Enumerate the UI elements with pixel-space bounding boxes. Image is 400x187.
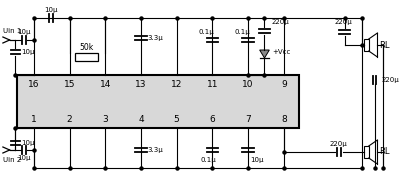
- Text: 6: 6: [210, 114, 215, 123]
- Text: 13: 13: [135, 79, 147, 88]
- Text: 2: 2: [67, 114, 72, 123]
- Text: Uin 2: Uin 2: [3, 157, 21, 163]
- Text: 220μ: 220μ: [381, 77, 399, 83]
- Bar: [75, 53, 98, 61]
- Text: 11: 11: [207, 79, 218, 88]
- Text: 15: 15: [64, 79, 75, 88]
- Text: +Vcc: +Vcc: [272, 49, 290, 55]
- Text: 4: 4: [138, 114, 144, 123]
- Polygon shape: [260, 50, 269, 58]
- Bar: [364, 146, 369, 158]
- Text: RL: RL: [379, 148, 390, 157]
- Text: 1: 1: [31, 114, 37, 123]
- Text: 16: 16: [28, 79, 40, 88]
- Text: 3.3μ: 3.3μ: [148, 35, 164, 41]
- Text: 3.3μ: 3.3μ: [148, 147, 164, 153]
- Text: 9: 9: [281, 79, 287, 88]
- Text: 10: 10: [242, 79, 254, 88]
- Text: 220μ: 220μ: [271, 19, 289, 25]
- Text: 220μ: 220μ: [330, 141, 348, 147]
- Text: RL: RL: [379, 41, 390, 50]
- Text: 10μ: 10μ: [44, 7, 58, 13]
- Bar: [364, 39, 369, 51]
- Text: 14: 14: [100, 79, 111, 88]
- Text: 0.1μ: 0.1μ: [201, 157, 216, 163]
- Text: Uin 1: Uin 1: [3, 28, 21, 34]
- Text: 10μ: 10μ: [17, 155, 31, 161]
- Text: 0.1μ: 0.1μ: [199, 29, 215, 35]
- Text: 50k: 50k: [80, 42, 94, 51]
- Text: 7: 7: [245, 114, 251, 123]
- Text: 10μ: 10μ: [17, 29, 31, 35]
- FancyBboxPatch shape: [17, 75, 299, 128]
- Text: 12: 12: [171, 79, 182, 88]
- Text: 5: 5: [174, 114, 180, 123]
- Text: 220μ: 220μ: [335, 19, 352, 25]
- Text: 10μ: 10μ: [21, 49, 35, 55]
- Text: 0.1μ: 0.1μ: [234, 29, 250, 35]
- Text: 10μ: 10μ: [21, 140, 35, 146]
- Text: 10μ: 10μ: [250, 157, 264, 163]
- Text: 8: 8: [281, 114, 287, 123]
- Text: 3: 3: [102, 114, 108, 123]
